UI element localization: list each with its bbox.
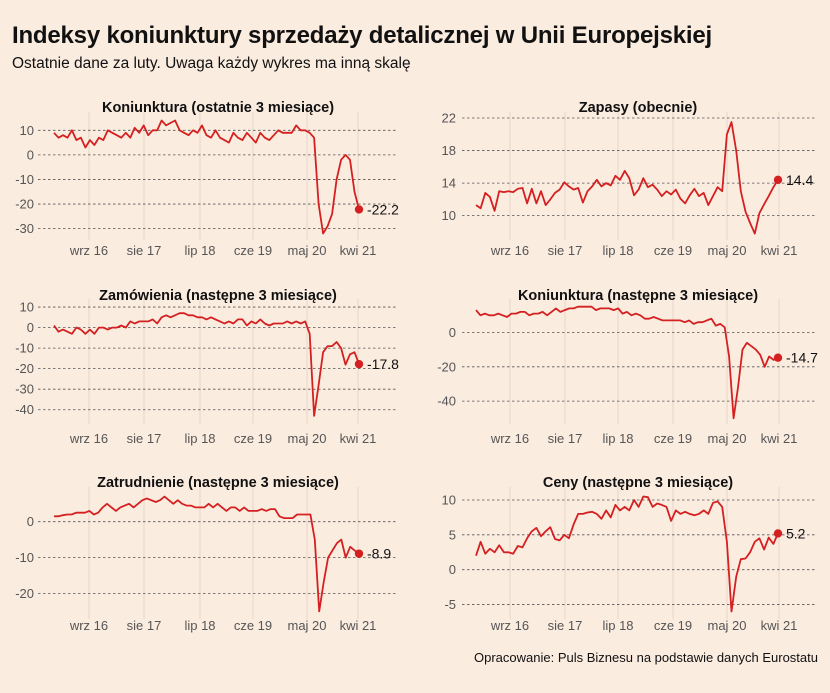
panel-title: Koniunktura (następne 3 miesiące) — [518, 288, 758, 304]
chart-panel-6: 10 5 0 -5 wrz 16 sie 17 lip 18 cze 19 maj 20 kwi … — [442, 475, 816, 633]
y-tick-label: 10 — [20, 123, 34, 138]
last-value-point — [773, 175, 783, 185]
x-tick-label: lip 18 — [602, 243, 633, 258]
last-value-label: -14.7 — [786, 350, 818, 366]
x-tick-label: lip 18 — [184, 618, 215, 633]
y-tick-label: -30 — [15, 382, 34, 397]
y-tick-label: -10 — [15, 172, 34, 187]
panel-title: Koniunktura (ostatnie 3 miesiące) — [102, 100, 334, 116]
last-value-label: -17.8 — [367, 356, 399, 372]
y-tick-label: -10 — [15, 341, 34, 356]
chart-panel-3: 10 0 -10 -20 -30 -40 wrz 16 sie 17 lip 18 cze 19 m… — [15, 288, 399, 446]
x-tick-label: kwi 21 — [340, 243, 377, 258]
last-value-point — [773, 353, 783, 362]
y-tick-label: -40 — [15, 402, 34, 417]
x-tick-label: lip 18 — [602, 618, 633, 633]
x-tick-label: sie 17 — [127, 243, 162, 258]
x-tick-label: maj 20 — [707, 431, 746, 446]
y-tick-label: -5 — [444, 597, 456, 612]
x-tick-label: cze 19 — [654, 243, 692, 258]
y-tick-label: 0 — [449, 562, 456, 577]
x-tick-label: kwi 21 — [761, 618, 798, 633]
y-tick-label: -20 — [15, 586, 34, 601]
series-line — [53, 119, 360, 235]
series-line — [54, 495, 360, 613]
x-tick-label: sie 17 — [548, 243, 583, 258]
x-tick-label: wrz 16 — [490, 243, 529, 258]
x-tick-label: wrz 16 — [69, 243, 108, 258]
x-tick-label: lip 18 — [184, 243, 215, 258]
y-tick-label: 0 — [27, 514, 34, 529]
chart-panel-4: 0 -20 -40 wrz 16 sie 17 lip 18 cze 19 maj 20 kwi… — [437, 288, 818, 446]
y-tick-label: 10 — [442, 208, 456, 223]
y-tick-label: 0 — [449, 325, 456, 340]
y-tick-label: 14 — [442, 176, 456, 191]
x-tick-label: kwi 21 — [761, 431, 798, 446]
last-value-label: 5.2 — [786, 525, 806, 541]
series-line — [475, 121, 779, 235]
x-tick-label: maj 20 — [287, 431, 326, 446]
x-tick-label: lip 18 — [602, 431, 633, 446]
y-tick-label: -20 — [15, 361, 34, 376]
x-tick-label: cze 19 — [654, 431, 692, 446]
x-tick-label: sie 17 — [127, 431, 162, 446]
panel-title: Zatrudnienie (następne 3 miesiące) — [97, 475, 339, 491]
x-tick-label: wrz 16 — [490, 618, 529, 633]
panel-title: Zamówienia (następne 3 miesiące) — [99, 288, 337, 304]
series-line — [475, 305, 779, 420]
series-line — [53, 312, 360, 417]
x-tick-label: cze 19 — [234, 243, 272, 258]
x-tick-label: cze 19 — [654, 618, 692, 633]
series-line — [475, 495, 779, 613]
x-tick-label: sie 17 — [548, 431, 583, 446]
x-tick-label: kwi 21 — [340, 618, 377, 633]
last-value-label: -8.9 — [367, 546, 391, 562]
y-tick-label: 22 — [442, 111, 456, 126]
last-value-point — [354, 359, 364, 369]
last-value-point — [354, 205, 364, 214]
y-tick-label: 10 — [442, 492, 456, 507]
last-value-label: -22.2 — [367, 201, 399, 217]
x-tick-label: cze 19 — [234, 431, 272, 446]
x-tick-label: sie 17 — [127, 618, 162, 633]
page-subtitle: Ostatnie dane za luty. Uwaga każdy wykre… — [12, 55, 411, 72]
page-title: Indeksy koniunktury sprzedaży detaliczne… — [12, 22, 713, 49]
x-tick-label: maj 20 — [707, 618, 746, 633]
y-tick-label: 18 — [442, 143, 456, 158]
y-tick-label: -40 — [437, 394, 456, 409]
y-tick-label: -30 — [15, 221, 34, 236]
x-tick-label: wrz 16 — [69, 618, 108, 633]
last-value-label: 14.4 — [786, 172, 813, 188]
y-tick-label: -10 — [15, 550, 34, 565]
x-tick-label: kwi 21 — [340, 431, 377, 446]
last-value-point — [354, 549, 364, 558]
chart-panel-5: 0 -10 -20 wrz 16 sie 17 lip 18 cze 19 maj 20 kwi… — [15, 475, 397, 633]
chart-panel-2: 22 18 14 10 wrz 16 sie 17 lip 18 cze 19 maj 20 kw… — [442, 100, 816, 258]
y-tick-label: 0 — [27, 320, 34, 335]
y-tick-label: 10 — [20, 300, 34, 315]
y-tick-label: 5 — [449, 527, 456, 542]
x-tick-label: maj 20 — [287, 618, 326, 633]
y-tick-label: -20 — [437, 359, 456, 374]
x-tick-label: wrz 16 — [490, 431, 529, 446]
panel-title: Zapasy (obecnie) — [579, 100, 698, 116]
y-tick-label: -20 — [15, 197, 34, 212]
chart-panel-1: 10 0 -10 -20 -30 wrz 16 sie 17 lip 18 cze 19 maj … — [15, 100, 399, 258]
x-tick-label: lip 18 — [184, 431, 215, 446]
x-tick-label: maj 20 — [287, 243, 326, 258]
x-tick-label: maj 20 — [707, 243, 746, 258]
panel-title: Ceny (następne 3 miesiące) — [543, 475, 733, 491]
x-tick-label: wrz 16 — [69, 431, 108, 446]
x-tick-label: kwi 21 — [761, 243, 798, 258]
x-tick-label: cze 19 — [234, 618, 272, 633]
last-value-point — [773, 529, 783, 538]
source-note: Opracowanie: Puls Biznesu na podstawie d… — [474, 650, 818, 665]
x-tick-label: sie 17 — [548, 618, 583, 633]
y-tick-label: 0 — [27, 147, 34, 162]
